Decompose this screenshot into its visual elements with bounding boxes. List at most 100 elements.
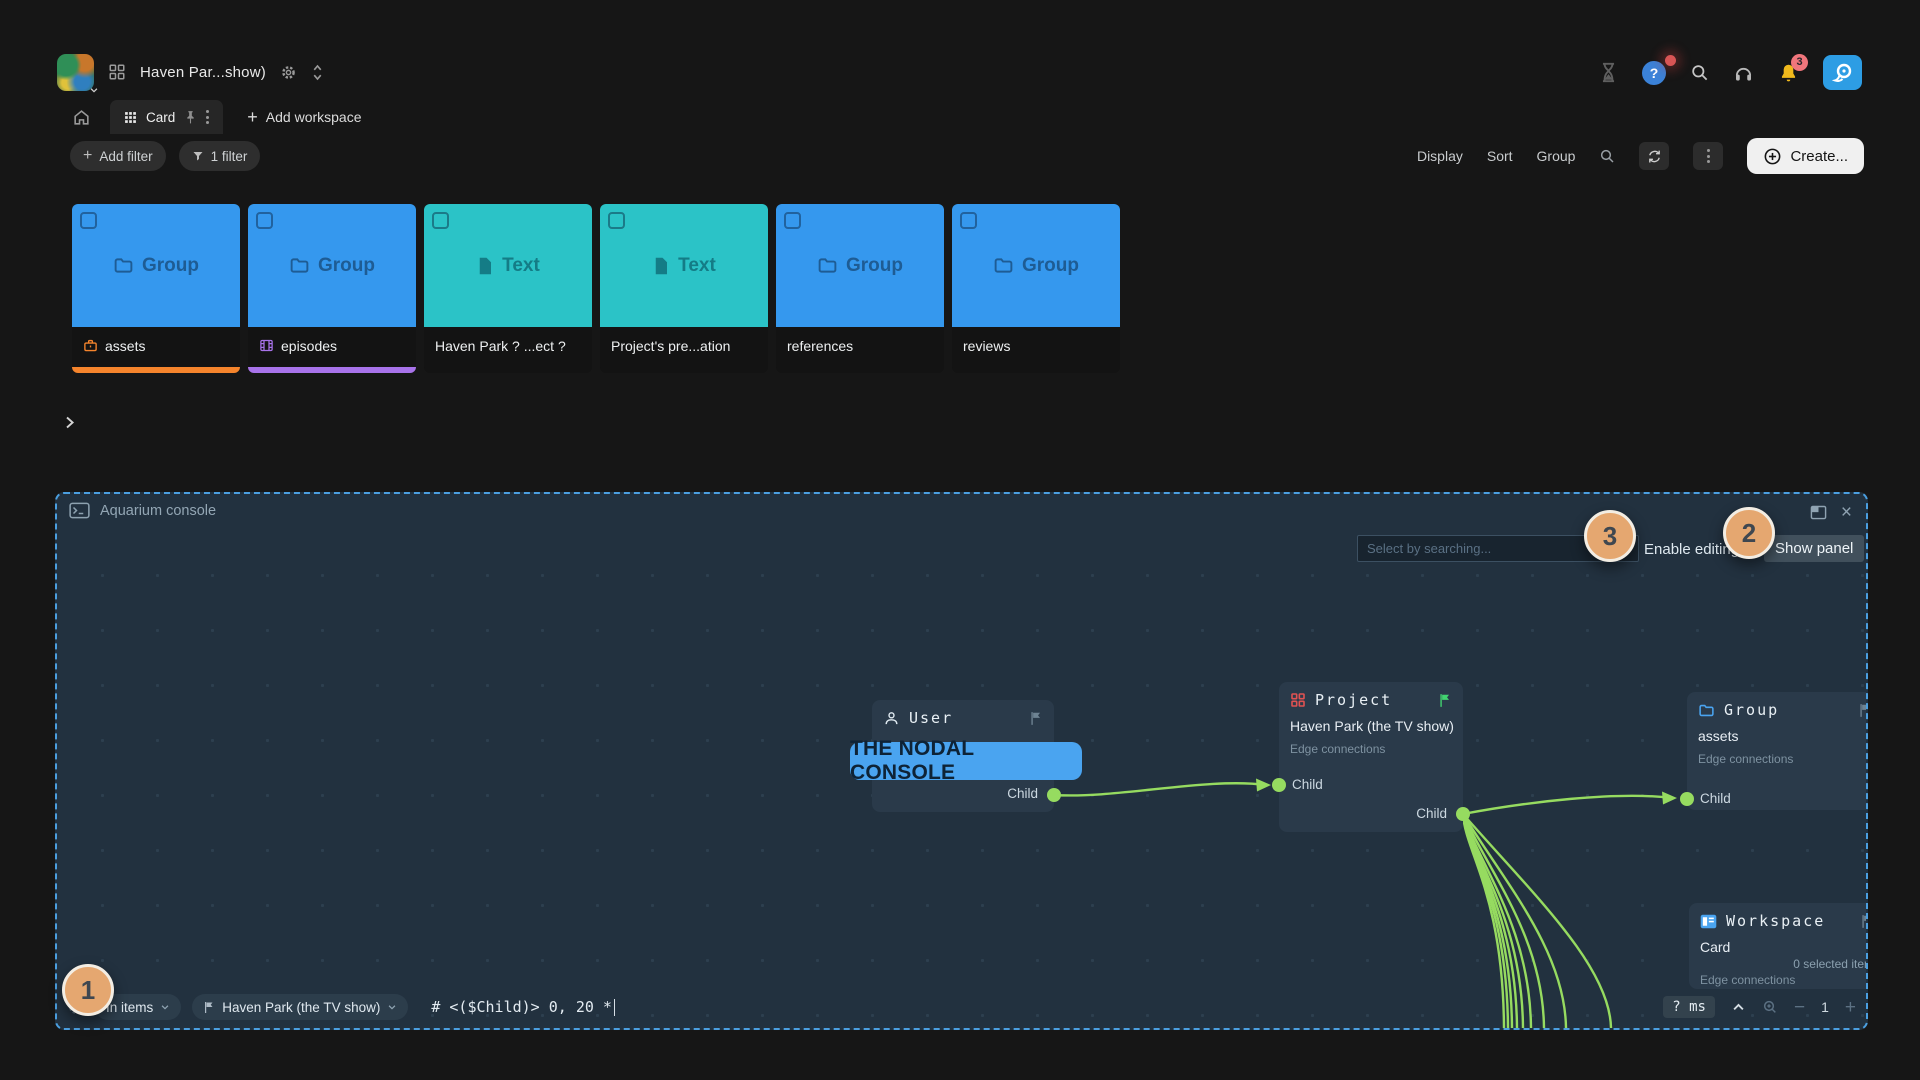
show-panel-button[interactable]: Show panel: [1764, 535, 1865, 562]
filter-toolbar: + Add filter 1 filter: [70, 141, 261, 171]
node-section-label: Edge connections: [1290, 742, 1386, 756]
card-project-text[interactable]: Text Project's pre...ation: [600, 204, 768, 373]
context-dropdown[interactable]: Haven Park (the TV show): [192, 994, 409, 1020]
card-accent-strip: [72, 367, 240, 373]
hourglass-icon[interactable]: [1599, 62, 1618, 83]
card-footer: reviews: [952, 327, 1120, 373]
card-footer: episodes: [248, 327, 416, 367]
headphones-icon[interactable]: [1733, 63, 1754, 83]
node-project[interactable]: Project Haven Park (the TV show) Edge co…: [1272, 682, 1470, 832]
app-logo[interactable]: [1823, 55, 1862, 90]
card-episodes[interactable]: Group episodes: [248, 204, 416, 373]
plus-icon: +: [247, 107, 258, 127]
zoom-out-button[interactable]: −: [1793, 996, 1806, 1018]
sort-button[interactable]: Sort: [1486, 148, 1513, 164]
zoom-in-button[interactable]: +: [1844, 996, 1856, 1018]
text-cursor: [613, 998, 616, 1016]
card-haven-park-text[interactable]: Text Haven Park ? ...ect ?: [424, 204, 592, 373]
card-checkbox[interactable]: [960, 212, 977, 229]
notifications-button[interactable]: 3: [1778, 53, 1808, 84]
card-checkbox[interactable]: [432, 212, 449, 229]
flag-icon[interactable]: [1438, 693, 1452, 708]
document-icon: [652, 256, 670, 276]
space-avatar[interactable]: [57, 53, 98, 93]
card-type-label: Text: [502, 254, 540, 276]
user-icon: [883, 710, 900, 727]
card-checkbox[interactable]: [608, 212, 625, 229]
flag-icon[interactable]: [1029, 711, 1043, 726]
card-preview: Text: [600, 204, 768, 327]
popout-icon[interactable]: [1810, 505, 1827, 520]
console-bottom-bar: In items Haven Park (the TV show) # <($C…: [67, 992, 1856, 1022]
create-button[interactable]: Create...: [1747, 138, 1864, 174]
query-input[interactable]: # <($Child)> 0, 20 *: [431, 998, 616, 1016]
card-checkbox[interactable]: [256, 212, 273, 229]
nodal-console-overlay-label: THE NODAL CONSOLE: [850, 737, 1082, 784]
gear-icon[interactable]: [280, 64, 297, 81]
card-footer: references: [776, 327, 944, 373]
port-dot-in[interactable]: [1680, 792, 1694, 806]
aquarium-console-panel: Aquarium console × Enable editing Show p…: [55, 492, 1868, 1030]
node-type-label: Project: [1315, 691, 1393, 709]
close-icon[interactable]: ×: [1840, 502, 1852, 523]
card-type-label: Group: [318, 254, 375, 276]
node-title: Haven Park (the TV show): [1290, 718, 1454, 734]
annotation-number: 3: [1602, 520, 1618, 551]
tab-card[interactable]: Card: [110, 100, 224, 134]
port-dot-out[interactable]: [1047, 788, 1061, 802]
console-header: Aquarium console: [69, 502, 216, 519]
chevron-up-icon[interactable]: [1731, 1000, 1746, 1015]
enable-editing-button[interactable]: Enable editing: [1644, 541, 1740, 558]
add-filter-label: Add filter: [99, 148, 153, 164]
card-assets[interactable]: Group assets: [72, 204, 240, 373]
pin-icon[interactable]: [184, 110, 197, 125]
card-preview: Group: [248, 204, 416, 327]
tab-menu-icon[interactable]: [206, 110, 210, 124]
node-type-label: Workspace: [1726, 912, 1826, 930]
briefcase-icon: [83, 338, 98, 353]
port-dot-in[interactable]: [1272, 778, 1286, 792]
help-button[interactable]: ?: [1642, 54, 1676, 85]
node-workspace[interactable]: Workspace Card 0 selected item Edge conn…: [1689, 903, 1866, 989]
port-dot-out[interactable]: [1456, 807, 1470, 821]
card-checkbox[interactable]: [80, 212, 97, 229]
card-references[interactable]: Group references: [776, 204, 944, 373]
latency-indicator: ? ms: [1663, 996, 1715, 1018]
notifications-badge: 3: [1791, 53, 1808, 71]
filter-count-button[interactable]: 1 filter: [178, 141, 261, 171]
node-type-label: User: [909, 709, 954, 727]
group-button[interactable]: Group: [1536, 148, 1576, 164]
folder-icon: [1698, 702, 1715, 719]
top-bar-right: ? 3: [1599, 53, 1862, 90]
zoom-level: 1: [1821, 999, 1829, 1015]
flag-icon[interactable]: [1860, 914, 1866, 929]
annotation-number: 2: [1741, 517, 1757, 548]
add-filter-button[interactable]: + Add filter: [70, 141, 166, 171]
display-button[interactable]: Display: [1416, 148, 1463, 164]
zoom-fit-icon[interactable]: [1762, 999, 1778, 1015]
card-checkbox[interactable]: [784, 212, 801, 229]
more-options-button[interactable]: [1693, 142, 1724, 170]
card-grid: Group assets Group episodes Text Haven P…: [72, 204, 1120, 373]
search-icon[interactable]: [1690, 63, 1709, 82]
filter-count-label: 1 filter: [210, 148, 248, 164]
card-reviews[interactable]: Group reviews: [952, 204, 1120, 373]
scope-dropdown[interactable]: In items: [95, 994, 182, 1020]
home-icon[interactable]: [64, 100, 98, 134]
plus-circle-icon: [1763, 147, 1782, 166]
refresh-button[interactable]: [1639, 142, 1670, 170]
flag-icon: [203, 1001, 215, 1014]
create-label: Create...: [1790, 147, 1848, 165]
port-label: Child: [1007, 786, 1038, 801]
tab-card-label: Card: [146, 109, 176, 125]
node-group[interactable]: Group assets Edge connections Child: [1680, 692, 1866, 810]
flag-icon[interactable]: [1858, 703, 1866, 718]
folder-icon: [993, 255, 1014, 276]
expand-chevron-icon[interactable]: [62, 415, 77, 430]
scope-label: In items: [106, 999, 154, 1015]
space-title[interactable]: Haven Par...show): [140, 63, 266, 81]
search-icon[interactable]: [1599, 148, 1615, 164]
sort-chevrons-icon[interactable]: [311, 64, 324, 81]
add-workspace-button[interactable]: + Add workspace: [247, 100, 361, 134]
card-preview: Group: [776, 204, 944, 327]
